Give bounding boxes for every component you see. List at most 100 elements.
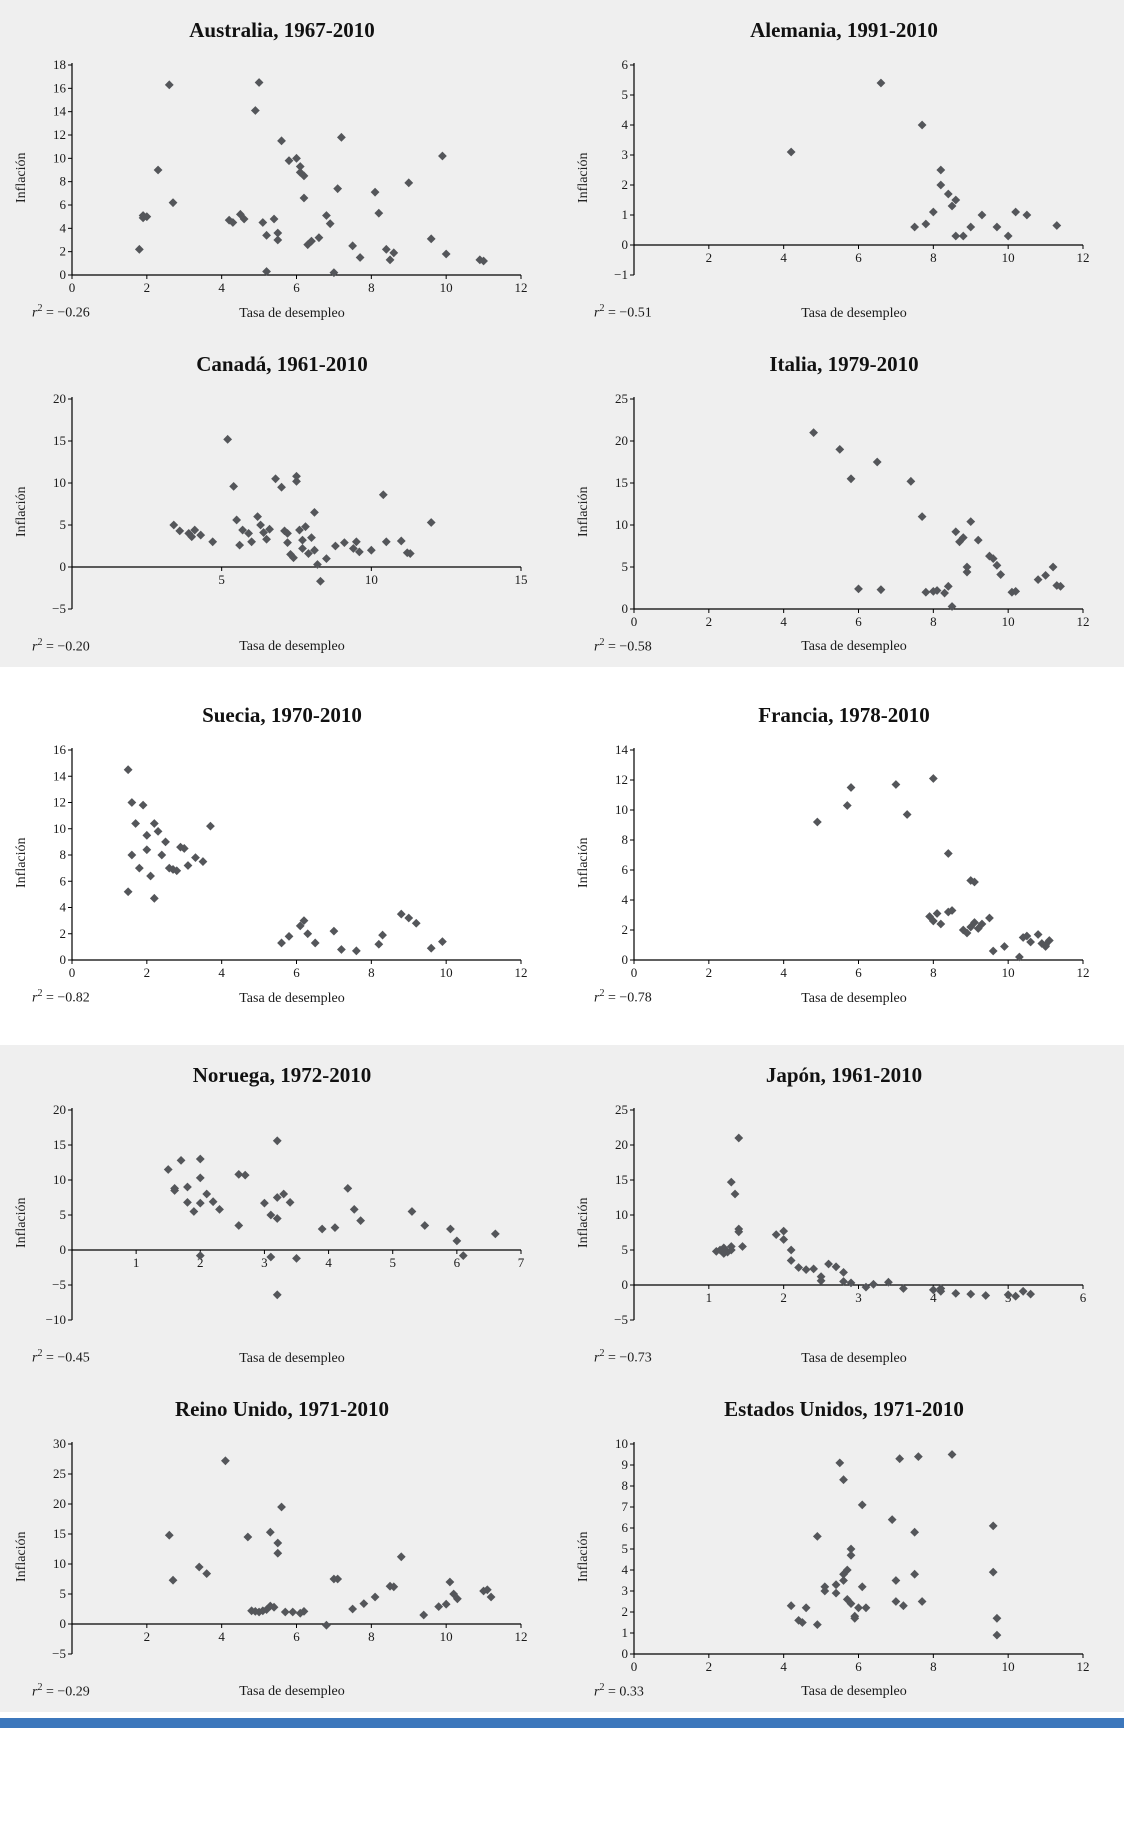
data-point (794, 1263, 804, 1272)
data-point (876, 584, 886, 594)
chart-title: Francia, 1978-2010 (758, 703, 930, 728)
svg-text:4: 4 (60, 900, 67, 915)
svg-text:2: 2 (60, 244, 67, 259)
chart-footer: r2 = −0.26 Tasa de desempleo (12, 303, 552, 322)
data-point (1052, 221, 1062, 230)
chart-footer: r2 = −0.45 Tasa de desempleo (12, 1348, 552, 1367)
data-point (374, 208, 384, 218)
scatter-plot: 0 5 10 15 20 25 0 2 4 6 8 10 12 (615, 391, 1090, 629)
data-point (925, 912, 934, 922)
data-point (899, 1600, 908, 1610)
data-point (452, 1236, 462, 1246)
data-point (839, 1474, 848, 1484)
data-point (232, 515, 242, 525)
data-point (1003, 231, 1013, 241)
data-point (921, 219, 931, 229)
data-point (168, 198, 178, 208)
data-point (846, 783, 856, 793)
chart-title: Canadá, 1961-2010 (196, 351, 368, 376)
data-point (322, 211, 331, 220)
svg-text:16: 16 (53, 742, 67, 757)
svg-text:2: 2 (144, 965, 151, 980)
data-point (298, 535, 307, 545)
scatter-plot: −5 0 5 10 15 20 25 30 2 4 6 8 10 12 (52, 1436, 527, 1661)
svg-text:10: 10 (53, 475, 66, 490)
data-point (872, 457, 882, 467)
data-point (348, 1604, 358, 1614)
data-point (351, 537, 361, 546)
chart-footer: r2 = −0.29 Tasa de desempleo (12, 1682, 552, 1701)
data-point (940, 588, 949, 598)
svg-text:14: 14 (615, 742, 629, 757)
svg-text:6: 6 (454, 1255, 461, 1270)
data-point (988, 1567, 998, 1577)
svg-text:10: 10 (440, 965, 453, 980)
data-point (831, 1579, 841, 1589)
data-point (910, 1569, 920, 1579)
data-point (906, 476, 916, 486)
data-point (962, 562, 972, 572)
chart-suecia: Suecia, 1970-2010 Inflación 0 2 4 6 8 10 12 14 1… (0, 685, 562, 1019)
svg-text:0: 0 (69, 280, 76, 295)
data-point (405, 548, 415, 558)
scatter-plot: 0 2 4 6 8 10 12 14 0 2 4 6 8 10 12 (615, 742, 1090, 980)
svg-text:5: 5 (60, 1586, 67, 1601)
chart-title: Noruega, 1972-2010 (192, 1062, 372, 1087)
y-axis-label: Inflación (14, 1531, 29, 1582)
svg-text:12: 12 (1077, 965, 1090, 980)
data-point (419, 1610, 429, 1620)
svg-text:0: 0 (631, 614, 638, 629)
data-point (359, 1598, 369, 1608)
data-point (932, 909, 942, 919)
svg-text:25: 25 (53, 1466, 66, 1481)
svg-text:10: 10 (53, 1556, 66, 1571)
data-point (441, 249, 451, 259)
data-point (966, 922, 976, 932)
data-point (354, 547, 364, 556)
data-point (247, 537, 256, 546)
data-point (1041, 570, 1050, 580)
data-point (786, 147, 796, 157)
data-point (304, 548, 313, 558)
data-point (434, 1601, 444, 1611)
data-point (887, 1514, 897, 1524)
svg-text:6: 6 (855, 1659, 862, 1674)
data-point (343, 1183, 353, 1193)
x-axis-label: Tasa de desempleo (239, 639, 345, 655)
data-point (426, 944, 436, 953)
svg-text:12: 12 (1077, 250, 1090, 265)
svg-text:1: 1 (622, 207, 629, 222)
svg-text:6: 6 (293, 1629, 300, 1644)
data-point (295, 525, 304, 535)
svg-text:−5: −5 (52, 1277, 66, 1292)
x-axis-label: Tasa de desempleo (239, 1684, 345, 1700)
svg-text:5: 5 (622, 1541, 629, 1556)
data-point (266, 1210, 276, 1220)
r-squared-label: r2 = −0.58 (594, 636, 652, 655)
r-squared-label: r2 = −0.45 (32, 1347, 90, 1366)
svg-text:2: 2 (622, 177, 629, 192)
svg-text:3: 3 (855, 1290, 862, 1305)
data-point (229, 481, 239, 491)
data-point (142, 212, 152, 222)
data-point (295, 921, 305, 931)
data-point (438, 937, 447, 947)
data-point (891, 1575, 901, 1585)
data-point (292, 1253, 301, 1263)
data-point (396, 909, 406, 919)
data-point (958, 532, 968, 542)
chart-canada: Canadá, 1961-2010 Inflación −5 0 5 10 15 20 5 1… (0, 334, 562, 668)
data-point (157, 850, 167, 860)
charts-grid-rows-4-5: Noruega, 1972-2010 Inflación −10 −5 0 5 10 15… (0, 1045, 1124, 1712)
data-point (966, 516, 976, 526)
data-point (988, 553, 998, 563)
data-point (913, 1451, 923, 1461)
data-point (917, 120, 927, 130)
data-point (835, 444, 845, 454)
data-point (123, 765, 133, 775)
data-point (262, 534, 271, 544)
data-point (168, 865, 178, 875)
data-point (198, 857, 208, 867)
